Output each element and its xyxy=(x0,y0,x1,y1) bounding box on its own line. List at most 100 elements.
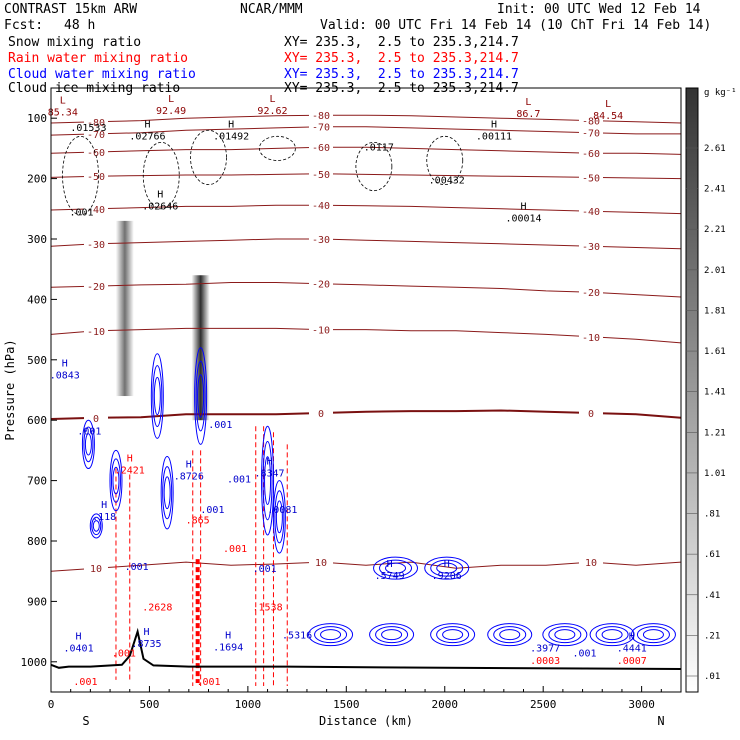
isotherm-label-bg xyxy=(309,277,333,289)
cloud-water-contour xyxy=(153,376,161,416)
isotherm-line xyxy=(50,282,682,298)
isotherm-line xyxy=(50,238,682,250)
extremum-value: .0117 xyxy=(364,142,394,153)
valid-time: Valid: 00 UTC Fri 14 Feb 14 (10 ChT Fri … xyxy=(320,18,712,33)
cloud-water-contour xyxy=(194,347,208,445)
isotherm-label-bg xyxy=(309,167,333,179)
colorbar-label: .21 xyxy=(704,631,720,641)
extremum-value: .1694 xyxy=(213,643,243,654)
fcst-label: Fcst: xyxy=(4,18,44,33)
terrain-profile xyxy=(50,627,682,670)
extremum-value: .0007 xyxy=(617,656,647,667)
isotherm-label-bg xyxy=(579,240,603,252)
extremum-value: .02766 xyxy=(129,132,165,143)
cloud-water-contour xyxy=(89,513,103,539)
extremum-value: .5749 xyxy=(375,571,405,582)
x-tick-label: 2500 xyxy=(530,698,557,711)
isotherm-label-bg xyxy=(579,171,603,183)
isotherm-label-bg xyxy=(309,556,333,568)
colorbar-unit: g kg⁻¹ xyxy=(704,88,737,98)
extremum-value: .001 xyxy=(112,649,136,660)
colorbar-label: 1.61 xyxy=(704,347,726,357)
cloud-water-contour xyxy=(369,623,415,647)
extremum-marker: L xyxy=(269,94,275,105)
cloud-water-contour xyxy=(92,520,100,532)
isotherm-label-bg xyxy=(309,109,333,121)
isotherm-label-bg xyxy=(84,280,108,292)
y-tick-label: 900 xyxy=(27,595,47,608)
colorbar-label: .61 xyxy=(704,550,720,560)
cloud-water-contour xyxy=(91,516,102,536)
cloud-water-contour xyxy=(83,426,94,463)
extremum-value: .001 xyxy=(77,426,101,437)
isotherm-label: -10 xyxy=(312,326,330,337)
isotherm-label: -80 xyxy=(312,111,330,122)
field-xy-cloud-water: XY= 235.3, 2.5 to 235.3,214.7 xyxy=(284,67,519,82)
extremum-value: .0081 xyxy=(267,505,297,516)
isotherm-label: -10 xyxy=(87,327,105,338)
isotherm-line xyxy=(50,561,682,572)
extremum-value: 85.34 xyxy=(48,107,78,118)
x-tick-label: 500 xyxy=(140,698,160,711)
isotherm-label: -50 xyxy=(582,173,600,184)
cloud-water-contour xyxy=(152,365,163,427)
extremum-value: .8726 xyxy=(174,472,204,483)
extremum-marker: H xyxy=(76,632,82,643)
extremum-value: .2628 xyxy=(142,603,172,614)
x-tick-label: 3000 xyxy=(628,698,655,711)
cloud-water-contour xyxy=(320,629,342,641)
isotherm-label-bg xyxy=(579,556,603,568)
cloud-water-contour xyxy=(160,455,174,530)
y-tick-label: 300 xyxy=(27,233,47,246)
extremum-marker: H xyxy=(101,500,107,511)
cloud-water-contour xyxy=(84,433,92,456)
isotherm-label: -30 xyxy=(582,242,600,253)
x-tick-label: 1500 xyxy=(333,698,360,711)
isotherm-label: -20 xyxy=(312,280,330,291)
cloud-water-contour xyxy=(442,629,464,641)
cloud-water-contour xyxy=(487,623,533,647)
isotherm-label: -40 xyxy=(312,201,330,212)
y-tick-label: 400 xyxy=(27,293,47,306)
extremum-value: .001 xyxy=(73,677,97,688)
cloud-ice-contour xyxy=(190,129,227,186)
isotherm-label-bg xyxy=(309,199,333,211)
isotherm-label: 10 xyxy=(585,558,597,569)
isotherm-line xyxy=(50,126,681,136)
extremum-value: 92.49 xyxy=(156,106,186,117)
extremum-value: .001 xyxy=(227,475,251,486)
cloud-ice-contour xyxy=(426,135,464,186)
fcst-value: 48 h xyxy=(64,18,96,33)
isotherm-label-bg xyxy=(309,406,333,418)
colorbar-label: 2.21 xyxy=(704,225,726,235)
cloud-water-contour xyxy=(548,626,582,644)
extremum-marker: H xyxy=(186,460,192,471)
extremum-marker: L xyxy=(168,94,174,105)
cloud-water-contour xyxy=(601,629,623,641)
cloud-water-contour xyxy=(275,500,283,534)
cloud-water-contour xyxy=(430,623,476,647)
y-tick-label: 700 xyxy=(27,475,47,488)
isotherm-label: -50 xyxy=(87,172,105,183)
extremum-marker: H xyxy=(491,120,497,131)
colorbar-label: 2.61 xyxy=(704,144,726,154)
extremum-marker: H xyxy=(157,190,163,201)
field-name-cloud-water: Cloud water mixing ratio xyxy=(8,67,196,82)
isotherm-label: -60 xyxy=(87,148,105,159)
cloud-water-contour xyxy=(379,559,413,577)
extremum-marker: H xyxy=(62,359,68,370)
x-tick-label: 1000 xyxy=(235,698,262,711)
isotherm-label-bg xyxy=(84,562,108,574)
cloud-water-contour xyxy=(162,466,173,520)
cloud-water-contour xyxy=(385,562,407,574)
x-axis-title: Distance (km) xyxy=(319,714,413,728)
x-tick-label: 0 xyxy=(48,698,55,711)
cloud-water-contour xyxy=(81,419,95,470)
cloud-ice-contour xyxy=(355,141,393,192)
colorbar-label: 2.41 xyxy=(704,185,726,195)
cloud-water-contour xyxy=(375,626,409,644)
cloud-ice-contour xyxy=(142,141,180,210)
extremum-marker: H xyxy=(267,457,273,468)
isotherm-label: -70 xyxy=(87,130,105,141)
isotherm-label: -10 xyxy=(582,333,600,344)
